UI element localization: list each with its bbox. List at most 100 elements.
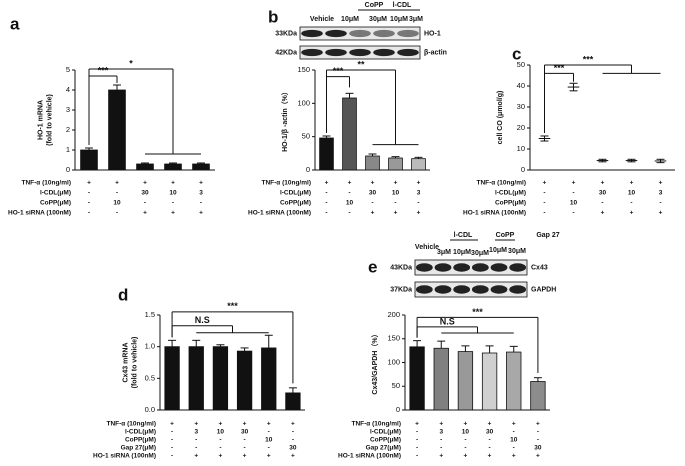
y-tick-label: 150: [387, 334, 400, 343]
panel-letter: d: [118, 285, 128, 304]
condition-cell: +: [267, 421, 271, 428]
condition-cell: -: [243, 437, 245, 444]
significance: N.S: [195, 315, 210, 325]
condition-cell: -: [572, 190, 574, 197]
bar: [342, 97, 357, 171]
y-tick-label: 5: [66, 65, 70, 74]
condition-cell: 3: [417, 190, 421, 197]
condition-cell: -: [292, 437, 294, 444]
condition-cell: 10: [462, 429, 470, 436]
band-size: 33KDa: [275, 30, 297, 37]
blot-header: Gap 27: [536, 232, 559, 239]
blot-header: 10μM: [453, 249, 471, 256]
error-bar: [264, 334, 273, 348]
condition-cell: +: [630, 180, 634, 187]
condition-cell: -: [243, 445, 245, 452]
y-tick-label: 30: [517, 102, 525, 111]
y-tick-label: 100: [297, 98, 310, 107]
blot-band: [509, 263, 527, 272]
blot-header: 10μM: [390, 16, 408, 23]
condition-cell: +: [488, 453, 492, 460]
condition-cell: -: [195, 445, 197, 452]
condition-cell: -: [464, 437, 466, 444]
error-bar: [345, 92, 354, 98]
condition-cell: +: [512, 421, 516, 428]
blot-header: 3μM: [409, 16, 423, 23]
band-name: GAPDH: [531, 286, 556, 293]
condition-cell: 30: [486, 429, 494, 436]
condition-cell: +: [572, 180, 576, 187]
error-bar: [413, 340, 422, 347]
condition-label: TNF-α (10ng/ml): [22, 180, 72, 187]
y-tick-label: 0: [396, 405, 400, 414]
y-tick-label: 50: [302, 132, 310, 141]
y-tick-label: 100: [387, 357, 400, 366]
bar: [530, 381, 546, 411]
blot-header: l-CDL: [454, 232, 473, 239]
condition-cell: -: [172, 200, 174, 207]
blot-header: 30μM: [471, 250, 489, 257]
condition-cell: 30: [289, 445, 297, 452]
condition-label: HO-1 siRNA (100nM): [338, 453, 401, 460]
blot-band: [453, 263, 471, 272]
condition-cell: +: [243, 421, 247, 428]
condition-label: CoPP(μM): [40, 200, 71, 207]
condition-cell: -: [371, 200, 373, 207]
bar: [506, 351, 522, 411]
condition-cell: +: [171, 180, 175, 187]
error-bar: [437, 340, 446, 349]
bar: [319, 137, 334, 171]
y-tick-label: 40: [517, 81, 525, 90]
y-tick-label: 1.5: [145, 310, 155, 319]
condition-cell: -: [171, 429, 173, 436]
blot-header: 30μM: [508, 248, 526, 255]
condition-cell: +: [199, 180, 203, 187]
blot-header: 10μM: [489, 247, 507, 254]
condition-cell: -: [659, 200, 661, 207]
y-axis-label: (fold to vehicle): [131, 337, 138, 389]
y-tick-label: 3: [66, 105, 70, 114]
condition-cell: 10: [570, 200, 578, 207]
condition-cell: +: [115, 180, 119, 187]
condition-cell: -: [537, 437, 539, 444]
bar: [388, 157, 403, 171]
blot-header: Vehicle: [310, 16, 334, 23]
condition-cell: +: [464, 453, 468, 460]
condition-cell: 30: [241, 429, 249, 436]
error-bar: [414, 156, 423, 159]
condition-cell: +: [417, 180, 421, 187]
band-size: 42KDa: [275, 49, 297, 56]
condition-cell: -: [417, 200, 419, 207]
condition-cell: +: [170, 421, 174, 428]
condition-cell: -: [543, 190, 545, 197]
condition-cell: +: [439, 421, 443, 428]
condition-cell: -: [195, 437, 197, 444]
condition-cell: -: [394, 200, 396, 207]
condition-cell: -: [513, 429, 515, 436]
band-size: 43KDa: [390, 264, 412, 271]
blot-header: 3μM: [437, 249, 451, 256]
band-name: β-actin: [424, 49, 447, 56]
condition-cell: +: [291, 421, 295, 428]
error-bar: [569, 82, 578, 92]
blot-band: [301, 48, 323, 57]
error-bar: [141, 162, 149, 164]
error-bar: [485, 345, 494, 353]
panel-letter: b: [268, 7, 278, 26]
condition-cell: +: [512, 453, 516, 460]
condition-cell: +: [143, 180, 147, 187]
significance: ***: [333, 66, 344, 76]
significance: ***: [554, 63, 565, 73]
condition-label: CoPP(μM): [370, 437, 401, 444]
y-tick-label: 0: [521, 165, 525, 174]
y-tick-label: 0.0: [145, 405, 155, 414]
condition-cell: -: [200, 200, 202, 207]
y-tick-label: 0: [306, 165, 310, 174]
condition-label: HO-1 siRNA (100nM): [8, 210, 71, 217]
y-axis-label: HO-1 mRNA: [37, 100, 44, 140]
y-tick-label: 4: [66, 85, 70, 94]
panel-letter: c: [512, 44, 521, 63]
condition-cell: +: [601, 210, 605, 217]
condition-cell: +: [464, 421, 468, 428]
condition-cell: -: [513, 445, 515, 452]
